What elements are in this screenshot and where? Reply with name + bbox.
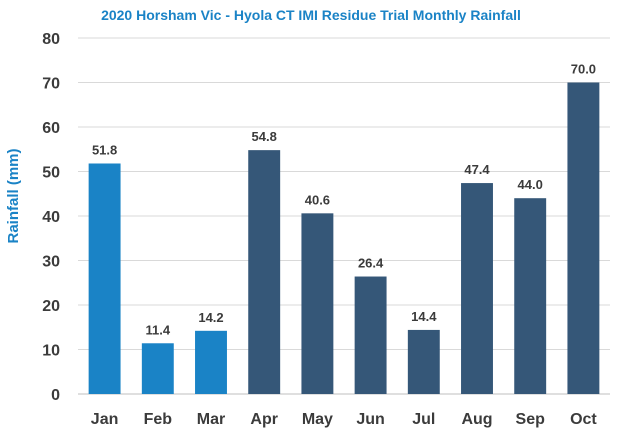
data-label-feb: 11.4 [146,322,171,337]
x-tick-label-aug: Aug [461,411,492,428]
y-tick-label: 70 [42,76,60,93]
data-label-sep: 44.0 [518,177,543,192]
x-tick-label-jun: Jun [356,411,384,428]
data-label-mar: 14.2 [198,310,223,325]
y-tick-label: 0 [51,387,60,404]
y-tick-label: 50 [42,165,60,182]
bar-mar [195,330,227,394]
data-labels: 51.8 11.4 14.2 54.8 40.6 26.4 14.4 47.4 44.0 70.0 [92,62,596,338]
x-tick-label-sep: Sep [516,411,546,428]
x-tick-label-apr: Apr [250,411,278,428]
y-axis-label: Rainfall (mm) [5,148,22,243]
data-label-jul: 14.4 [411,309,437,324]
chart-title: 2020 Horsham Vic - Hyola CT IMI Residue … [101,7,521,23]
data-label-jun: 26.4 [358,256,384,271]
bar-may [301,213,334,394]
data-label-oct: 70.0 [571,62,596,77]
y-axis-ticks: 0 10 20 30 40 50 60 70 80 [42,31,60,404]
x-axis-ticks: Jan Feb Mar Apr May Jun Jul Aug Sep Oct [91,411,598,428]
data-label-aug: 47.4 [464,162,490,177]
y-tick-label: 80 [42,31,60,48]
y-tick-label: 60 [42,120,60,137]
x-tick-label-jan: Jan [91,411,119,428]
bar-jun [354,276,387,394]
bar-jul [407,329,440,394]
y-tick-label: 40 [42,209,60,226]
bar-aug [461,183,493,394]
bars [88,82,600,394]
bar-jan [88,163,121,394]
x-tick-label-jul: Jul [412,411,435,428]
x-tick-label-feb: Feb [144,411,173,428]
data-label-jan: 51.8 [92,142,117,157]
x-tick-label-oct: Oct [570,411,597,428]
y-tick-label: 20 [42,298,60,315]
bar-feb [141,343,174,394]
x-tick-label-may: May [302,411,333,428]
data-label-apr: 54.8 [252,129,277,144]
bar-sep [514,198,547,394]
bar-oct [567,82,600,394]
bar-apr [248,150,281,394]
data-label-may: 40.6 [305,192,330,207]
y-tick-label: 10 [42,343,60,360]
y-tick-label: 30 [42,254,60,271]
x-tick-label-mar: Mar [197,411,225,428]
